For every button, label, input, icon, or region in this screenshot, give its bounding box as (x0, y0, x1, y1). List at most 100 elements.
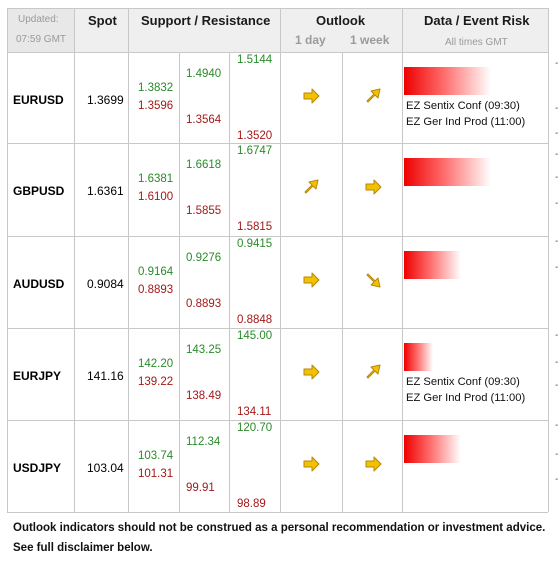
support-1: 139.22 (138, 376, 174, 388)
support-resistance-header: Support / Resistance (141, 13, 271, 28)
up-right-arrow-icon (302, 178, 320, 196)
edge-mark: - (555, 380, 559, 391)
updated-label: Updated: (18, 14, 59, 25)
event-risk-bar (404, 435, 461, 463)
grid-hline (7, 143, 548, 144)
pair-name: EURUSD (13, 93, 64, 107)
event-item: EZ Ger Ind Prod (11:00) (406, 116, 526, 128)
edge-mark: - (555, 449, 559, 460)
support-2: 1.5855 (186, 205, 222, 217)
event-item: EZ Sentix Conf (09:30) (406, 376, 520, 388)
support-2: 138.49 (186, 390, 222, 402)
event-risk-bar (404, 158, 491, 186)
right-arrow-icon (364, 455, 382, 473)
event-time-note: All times GMT (445, 37, 508, 48)
updated-cell (7, 8, 74, 52)
edge-mark: - (555, 103, 559, 114)
resistance-1: 1.6381 (138, 173, 174, 185)
support-2: 99.91 (186, 482, 215, 494)
pair-name: AUDUSD (13, 277, 65, 291)
edge-mark: - (555, 357, 559, 368)
resistance-3: 1.6747 (237, 145, 273, 157)
support-3: 1.5815 (237, 221, 273, 233)
right-arrow-icon (302, 455, 320, 473)
grid-hline (7, 52, 548, 53)
disclaimer-line-2: See full disclaimer below. (13, 542, 153, 554)
pair-name: USDJPY (13, 461, 62, 475)
resistance-3: 145.00 (237, 330, 273, 342)
support-2: 1.3564 (186, 114, 222, 126)
event-risk-bar (404, 251, 461, 279)
support-1: 1.3596 (138, 100, 174, 112)
spot-price: 103.04 (87, 461, 124, 475)
grid-hline (7, 328, 548, 329)
support-3: 98.89 (237, 498, 266, 510)
pair-name: EURJPY (13, 369, 62, 383)
outlook-header: Outlook (316, 13, 366, 28)
resistance-3: 0.9415 (237, 238, 273, 250)
edge-mark: - (555, 330, 559, 341)
event-item: EZ Sentix Conf (09:30) (406, 100, 520, 112)
right-arrow-icon (364, 178, 382, 196)
resistance-1: 1.3832 (138, 82, 174, 94)
grid-vline (548, 8, 549, 512)
support-3: 1.3520 (237, 130, 273, 142)
edge-mark: - (555, 198, 559, 209)
grid-vline-inner (342, 52, 343, 512)
outlook-1day-header: 1 day (295, 33, 326, 47)
edge-mark: - (555, 236, 559, 247)
right-arrow-icon (302, 87, 320, 105)
grid-hline (7, 236, 548, 237)
grid-hline (7, 420, 548, 421)
spot-price: 1.6361 (87, 184, 124, 198)
spot-price: 0.9084 (87, 277, 124, 291)
right-arrow-icon (302, 271, 320, 289)
header-background (7, 8, 548, 52)
edge-mark: - (555, 149, 559, 160)
event-risk-bar (404, 343, 433, 371)
grid-vline (74, 8, 75, 512)
support-3: 0.8848 (237, 314, 273, 326)
spot-price: 1.3699 (87, 93, 124, 107)
resistance-3: 1.5144 (237, 54, 273, 66)
resistance-2: 112.34 (186, 436, 221, 448)
grid-vline-inner (179, 52, 180, 512)
edge-mark: - (555, 420, 559, 431)
resistance-2: 1.4940 (186, 68, 222, 80)
support-1: 101.31 (138, 468, 174, 480)
edge-mark: - (555, 262, 559, 273)
edge-mark: - (555, 58, 559, 69)
outlook-1week-header: 1 week (350, 33, 390, 47)
disclaimer-line-1: Outlook indicators should not be constru… (13, 522, 546, 534)
up-right-arrow-icon (364, 363, 382, 381)
support-2: 0.8893 (186, 298, 222, 310)
resistance-2: 143.25 (186, 344, 222, 356)
support-1: 1.6100 (138, 191, 174, 203)
grid-hline (7, 8, 548, 9)
edge-mark: - (555, 172, 559, 183)
down-right-arrow-icon (364, 271, 382, 289)
edge-mark: - (555, 128, 559, 139)
pair-name: GBPUSD (13, 184, 65, 198)
grid-vline (128, 8, 129, 512)
support-1: 0.8893 (138, 284, 174, 296)
event-risk-bar (404, 67, 491, 95)
grid-vline (7, 8, 8, 512)
grid-vline (280, 8, 281, 512)
resistance-1: 142.20 (138, 358, 174, 370)
spot-price: 141.16 (87, 369, 124, 383)
resistance-1: 103.74 (138, 450, 174, 462)
resistance-3: 120.70 (237, 422, 273, 434)
right-arrow-icon (302, 363, 320, 381)
edge-mark: - (555, 474, 559, 485)
up-right-arrow-icon (364, 87, 382, 105)
grid-vline-inner (229, 52, 230, 512)
resistance-1: 0.9164 (138, 266, 174, 278)
updated-time: 07:59 GMT (16, 34, 67, 45)
event-risk-header: Data / Event Risk (424, 13, 530, 28)
resistance-2: 0.9276 (186, 252, 222, 264)
grid-vline (402, 8, 403, 512)
resistance-2: 1.6618 (186, 159, 222, 171)
event-item: EZ Ger Ind Prod (11:00) (406, 392, 526, 404)
spot-header: Spot (88, 13, 117, 28)
